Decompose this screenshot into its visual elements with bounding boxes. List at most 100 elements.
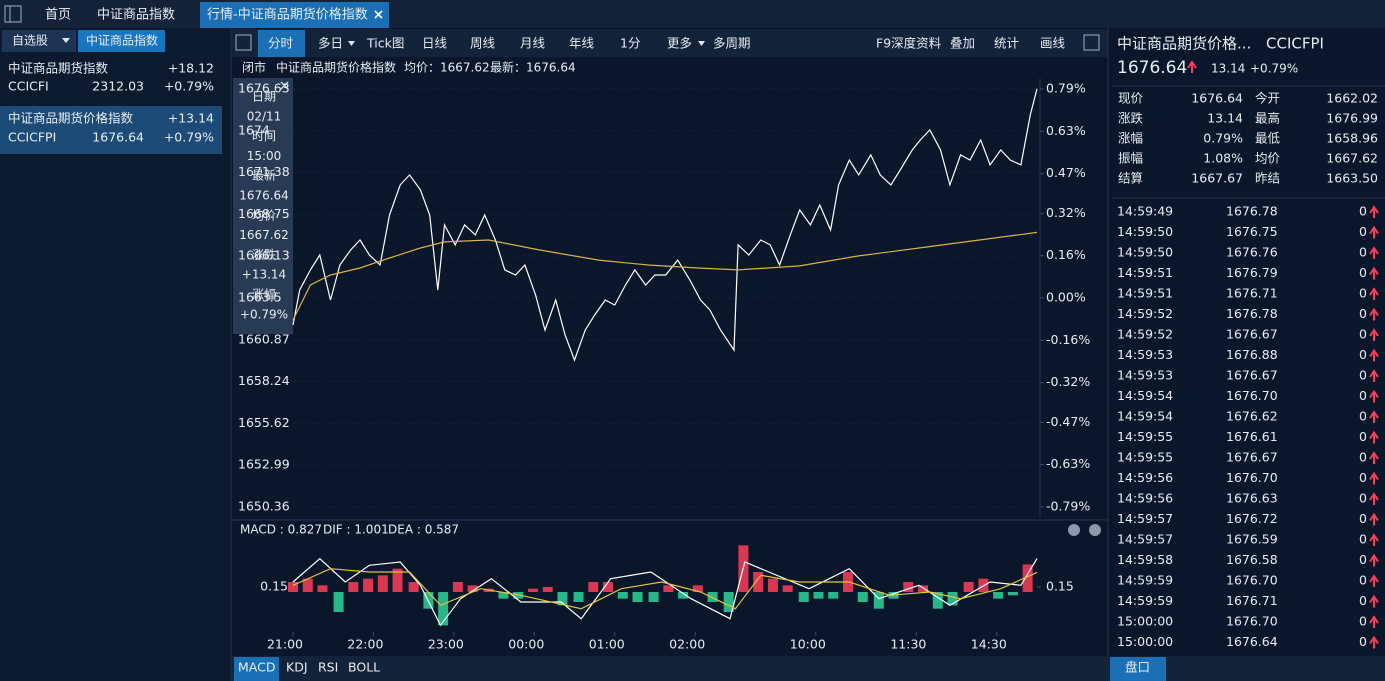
trade-time: 14:59:54 bbox=[1117, 388, 1173, 403]
active-indicator[interactable] bbox=[234, 657, 279, 681]
tool-button[interactable]: 年线 bbox=[569, 36, 595, 51]
tooltip bbox=[233, 78, 293, 334]
trade-price: 1676.67 bbox=[1226, 327, 1278, 342]
tooltip-text: 1676.64 bbox=[239, 189, 289, 203]
stat-value: 1.08% bbox=[1203, 151, 1243, 166]
close-indicator-icon[interactable] bbox=[1068, 524, 1080, 536]
menu-icon[interactable] bbox=[4, 5, 22, 23]
y2-tick-label: 0.16% bbox=[1046, 247, 1086, 262]
settings-icon[interactable] bbox=[1089, 524, 1101, 536]
up-arrow bbox=[1369, 287, 1379, 300]
stat-value: 0.79% bbox=[1203, 131, 1243, 146]
trade-price: 1676.62 bbox=[1226, 409, 1278, 424]
up-arrow bbox=[1369, 533, 1379, 546]
indicator-tab[interactable]: BOLL bbox=[348, 660, 380, 675]
trade-volume: 0 bbox=[1359, 409, 1367, 424]
order-book-tab[interactable] bbox=[1110, 657, 1166, 681]
tooltip-text: 涨幅 bbox=[252, 287, 276, 302]
macd-bar bbox=[993, 592, 1004, 599]
macd-bar bbox=[557, 592, 568, 606]
dropdown-icon bbox=[698, 41, 705, 46]
trade-time: 14:59:54 bbox=[1117, 409, 1173, 424]
stat-label: 均价 bbox=[1255, 151, 1281, 166]
macd-bar bbox=[527, 588, 538, 592]
y2-tick-label: -0.47% bbox=[1046, 414, 1090, 429]
tool-button[interactable]: 分时 bbox=[268, 36, 294, 51]
toggle-icon[interactable] bbox=[235, 34, 252, 51]
y-tick-label: 1652.99 bbox=[238, 457, 290, 472]
tool-button[interactable]: 日线 bbox=[422, 36, 448, 51]
indicator-tab[interactable]: RSI bbox=[318, 660, 338, 675]
macd-bar bbox=[452, 582, 463, 592]
y-tick-label: 1666.13 bbox=[238, 248, 290, 263]
y2-tick-label: -0.16% bbox=[1046, 332, 1090, 347]
tool-button[interactable]: F9深度资料 bbox=[876, 36, 942, 51]
trade-price: 1676.76 bbox=[1226, 245, 1278, 260]
stat-value: 1667.62 bbox=[1326, 151, 1378, 166]
macd-bar bbox=[317, 585, 328, 592]
macd-bar bbox=[632, 592, 643, 602]
price-line bbox=[292, 88, 1038, 362]
trade-price: 1676.75 bbox=[1226, 224, 1278, 239]
trade-price: 1676.71 bbox=[1226, 286, 1278, 301]
indicator-tab[interactable]: KDJ bbox=[286, 660, 308, 675]
close-tab-icon[interactable] bbox=[374, 10, 383, 19]
toggle-icon[interactable] bbox=[1083, 34, 1100, 51]
tooltip-text: 1667.62 bbox=[239, 228, 289, 242]
indicator-bar bbox=[232, 656, 1108, 681]
trade-time: 14:59:53 bbox=[1117, 347, 1173, 362]
y2-tick-label: 0.15 bbox=[1046, 579, 1074, 594]
tool-button[interactable]: 周线 bbox=[470, 36, 496, 51]
trade-price: 1676.71 bbox=[1226, 593, 1278, 608]
macd-bar bbox=[723, 592, 734, 612]
y2-tick-label: 0.47% bbox=[1046, 165, 1086, 180]
tool-button[interactable]: 多日 bbox=[318, 36, 343, 51]
tool-button[interactable]: 月线 bbox=[520, 36, 546, 51]
up-arrow bbox=[1369, 225, 1379, 239]
item-price: 2312.03 bbox=[92, 79, 144, 94]
macd-bar bbox=[1007, 592, 1018, 596]
item-pct: +0.79% bbox=[164, 79, 214, 94]
up-arrow bbox=[1369, 266, 1379, 280]
macd-bar bbox=[903, 582, 914, 592]
order-book-label[interactable]: 盘口 bbox=[1125, 660, 1150, 675]
avg-price: 均价：1667.62 bbox=[404, 61, 490, 75]
indicator-tab[interactable]: MACD bbox=[238, 660, 275, 675]
stat-label: 最低 bbox=[1255, 131, 1281, 146]
active-tool[interactable] bbox=[258, 30, 305, 57]
trade-volume: 0 bbox=[1359, 491, 1367, 506]
tool-button[interactable]: Tick图 bbox=[366, 36, 404, 51]
up-arrow bbox=[1369, 307, 1379, 321]
tool-button[interactable]: 叠加 bbox=[950, 36, 975, 51]
trade-time: 14:59:59 bbox=[1117, 573, 1173, 588]
item-code: CCICFI bbox=[8, 79, 49, 94]
tool-button[interactable]: 1分 bbox=[620, 36, 640, 51]
up-arrow bbox=[1187, 60, 1197, 73]
tool-button[interactable]: 画线 bbox=[1040, 36, 1066, 51]
quote-change: 13.14 bbox=[1211, 62, 1245, 76]
tooltip-text: 02/11 bbox=[247, 109, 282, 123]
trade-volume: 0 bbox=[1359, 224, 1367, 239]
tab-label: 中证商品指数 bbox=[97, 8, 175, 23]
trade-price: 1676.78 bbox=[1226, 306, 1278, 321]
stat-label: 现价 bbox=[1118, 91, 1144, 106]
trade-time: 14:59:57 bbox=[1117, 511, 1173, 526]
stat-value: 1676.99 bbox=[1326, 111, 1378, 126]
tool-button[interactable]: 统计 bbox=[994, 36, 1019, 51]
watchlist-tab[interactable] bbox=[2, 30, 76, 52]
macd-bar bbox=[498, 592, 509, 599]
trade-price: 1676.67 bbox=[1226, 368, 1278, 383]
index-tab[interactable] bbox=[78, 30, 165, 52]
selected-row[interactable] bbox=[0, 106, 222, 154]
trade-time: 14:59:51 bbox=[1117, 265, 1173, 280]
trade-volume: 0 bbox=[1359, 532, 1367, 547]
active-tab[interactable] bbox=[200, 2, 389, 28]
macd-bar bbox=[707, 592, 718, 602]
tool-button[interactable]: 更多 bbox=[667, 36, 692, 51]
macd-bar bbox=[753, 572, 764, 592]
trade-time: 14:59:51 bbox=[1117, 286, 1173, 301]
tool-button[interactable]: 多周期 bbox=[713, 36, 751, 51]
trade-volume: 0 bbox=[1359, 286, 1367, 301]
trade-volume: 0 bbox=[1359, 552, 1367, 567]
